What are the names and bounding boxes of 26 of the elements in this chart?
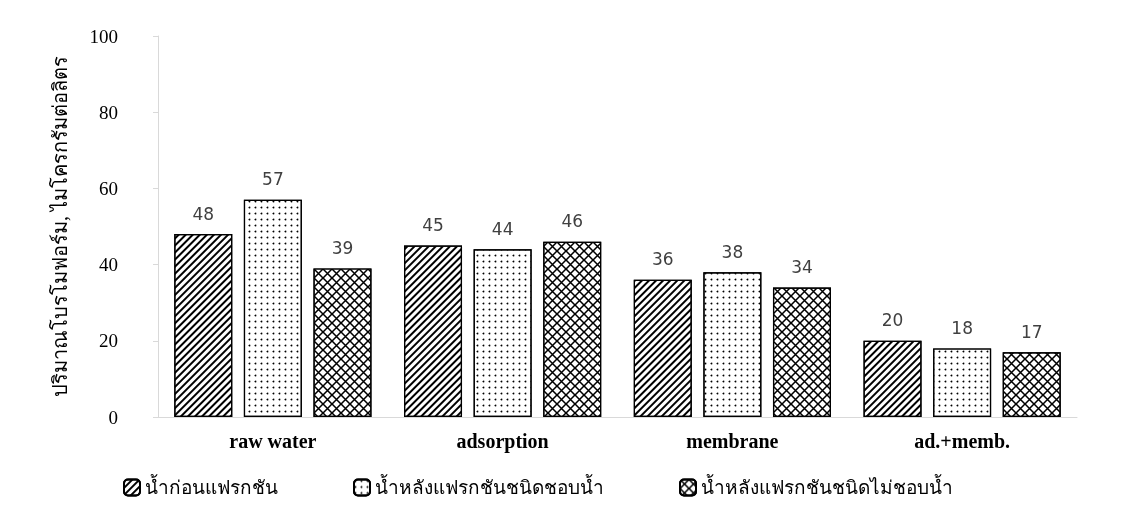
data-label: 17	[1020, 321, 1043, 342]
data-label: 36	[651, 249, 674, 270]
data-label: 46	[561, 211, 584, 232]
data-label: 39	[331, 237, 354, 258]
legend-label: น้ำหลังแฟรกชันชนิดชอบน้ำ	[375, 474, 604, 498]
legend-label: น้ำหลังแฟรกชันชนิดไม่ชอบน้ำ	[701, 474, 953, 498]
y-tick-label: 40	[99, 254, 118, 276]
data-label: 20	[881, 310, 904, 331]
y-tick-label: 0	[108, 406, 118, 428]
y-tick-label: 80	[99, 101, 118, 123]
y-tick-label: 100	[89, 25, 118, 47]
data-label: 57	[262, 169, 284, 190]
y-tick-label: 20	[99, 330, 118, 352]
data-label: 44	[491, 218, 514, 239]
legend-label: น้ำก่อนแฟรกชัน	[145, 474, 278, 498]
data-label: 38	[721, 241, 744, 262]
y-axis-title: ปริมาณโบรโมฟอร์ม, ไมโครกรัมต่อลิตร	[49, 56, 71, 397]
x-tick-label: adsorption	[456, 430, 549, 453]
data-label: 48	[192, 203, 215, 224]
x-tick-label: raw water	[229, 430, 317, 452]
data-label: 45	[422, 215, 444, 236]
x-tick-label: membrane	[686, 430, 779, 452]
data-label: 34	[791, 256, 813, 277]
x-tick-label: ad.+memb.	[914, 430, 1011, 452]
y-tick-label: 60	[99, 177, 118, 199]
data-label: 18	[951, 317, 973, 338]
